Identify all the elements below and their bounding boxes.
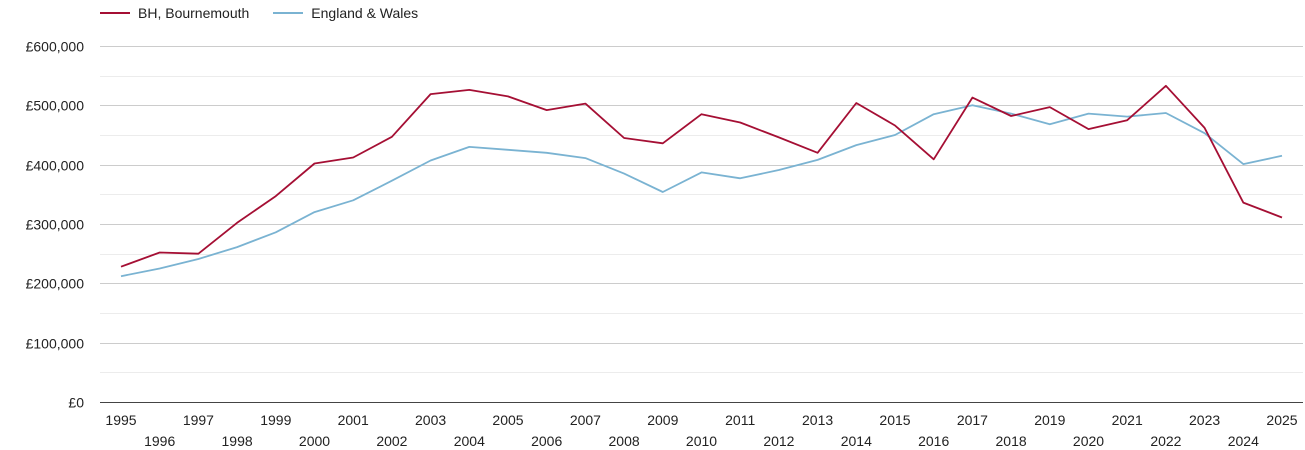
series-line-bh-bournemouth <box>120 84 1283 268</box>
y-tick-label: £200,000 <box>26 276 85 292</box>
legend-item-england-wales[interactable]: England & Wales <box>273 5 418 21</box>
x-tick-label: 2022 <box>1150 433 1181 449</box>
x-tick-label: 2023 <box>1189 412 1220 428</box>
legend-swatch-england-wales <box>273 12 304 14</box>
x-tick-label: 2005 <box>492 412 523 428</box>
x-tick-label: 2021 <box>1112 412 1143 428</box>
x-tick-label: 2020 <box>1073 433 1104 449</box>
y-tick-label: £600,000 <box>26 39 85 55</box>
x-tick-label: 2016 <box>918 433 949 449</box>
legend: BH, Bournemouth England & Wales <box>100 4 418 22</box>
x-tick-label: 2002 <box>376 433 407 449</box>
x-tick-label: 2006 <box>531 433 562 449</box>
y-tick-label: £500,000 <box>26 98 85 114</box>
x-tick-label: 2018 <box>996 433 1027 449</box>
x-tick-label: 2025 <box>1266 412 1297 428</box>
x-tick-label: 2003 <box>415 412 446 428</box>
x-tick-label: 1996 <box>144 433 175 449</box>
series-line-england-wales <box>120 104 1283 278</box>
x-tick-label: 2001 <box>338 412 369 428</box>
x-tick-label: 2012 <box>763 433 794 449</box>
y-tick-label: £0 <box>68 395 84 411</box>
x-tick-label: 2015 <box>879 412 910 428</box>
x-tick-label: 1995 <box>105 412 136 428</box>
x-tick-label: 2009 <box>647 412 678 428</box>
legend-label-england-wales: England & Wales <box>311 5 419 21</box>
x-tick-label: 2011 <box>725 412 755 428</box>
x-tick-label: 2008 <box>609 433 640 449</box>
x-tick-label: 2000 <box>299 433 330 449</box>
legend-swatch-bournemouth <box>100 12 130 14</box>
legend-label-bournemouth: BH, Bournemouth <box>138 5 250 21</box>
x-tick-label: 2007 <box>570 412 601 428</box>
x-tick-label: 1999 <box>260 412 291 428</box>
x-tick-label: 2019 <box>1034 412 1065 428</box>
x-tick-label: 2013 <box>802 412 833 428</box>
x-tick-label: 1997 <box>183 412 214 428</box>
x-tick-label: 2004 <box>454 433 485 449</box>
x-tick-label: 2024 <box>1228 433 1259 449</box>
y-tick-label: £300,000 <box>26 217 85 233</box>
x-tick-label: 2017 <box>957 412 988 428</box>
legend-item-bournemouth[interactable]: BH, Bournemouth <box>100 5 249 21</box>
y-tick-label: £400,000 <box>26 158 85 174</box>
x-tick-label: 2010 <box>686 433 717 449</box>
x-tick-label: 1998 <box>222 433 253 449</box>
x-tick-label: 2014 <box>841 433 872 449</box>
y-tick-label: £100,000 <box>26 336 85 352</box>
